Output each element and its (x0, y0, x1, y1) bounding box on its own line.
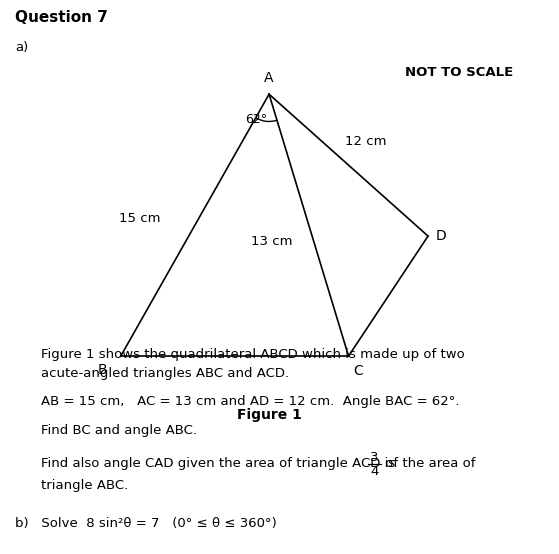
Text: of the area of: of the area of (381, 457, 476, 470)
Text: 13 cm: 13 cm (250, 235, 292, 248)
Text: b)   Solve  8 sin²θ = 7   (0° ≤ θ ≤ 360°): b) Solve 8 sin²θ = 7 (0° ≤ θ ≤ 360°) (15, 517, 277, 530)
Text: a): a) (15, 42, 28, 54)
Text: 15 cm: 15 cm (119, 212, 160, 224)
Text: triangle ABC.: triangle ABC. (41, 479, 129, 492)
Text: C: C (353, 364, 363, 378)
Text: A: A (264, 71, 274, 85)
Text: 3: 3 (370, 450, 379, 464)
Text: 62°: 62° (245, 114, 267, 126)
Text: Figure 1: Figure 1 (236, 408, 301, 422)
Text: Find BC and angle ABC.: Find BC and angle ABC. (41, 424, 197, 437)
Text: NOT TO SCALE: NOT TO SCALE (405, 66, 513, 79)
Text: 4: 4 (370, 465, 378, 478)
Text: AB = 15 cm,   AC = 13 cm and AD = 12 cm.  Angle BAC = 62°.: AB = 15 cm, AC = 13 cm and AD = 12 cm. A… (41, 395, 459, 408)
Text: Figure 1 shows the quadrilateral ABCD which is made up of two
acute-angled trian: Figure 1 shows the quadrilateral ABCD wh… (41, 348, 465, 380)
Text: 12 cm: 12 cm (345, 135, 387, 148)
Text: Question 7: Question 7 (15, 11, 108, 25)
Text: D: D (436, 229, 447, 243)
Text: Find also angle CAD given the area of triangle ACD is: Find also angle CAD given the area of tr… (41, 457, 396, 470)
Text: B: B (98, 363, 107, 377)
